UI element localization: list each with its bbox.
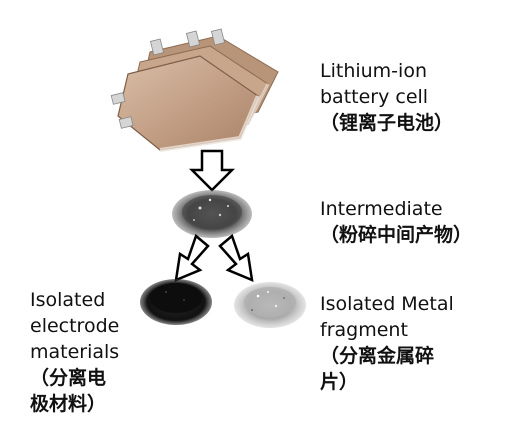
- electrode-label-line2: electrode: [30, 315, 120, 337]
- electrode-label-line3: materials: [30, 341, 120, 363]
- metal-label: Isolated Metal fragment （分离金属碎 片）: [320, 291, 454, 395]
- electrode-label-line1: Isolated: [30, 289, 106, 311]
- electrode-label-chinese-2: 极材料）: [30, 393, 107, 415]
- metal-label-chinese-2: 片）: [320, 371, 359, 393]
- metal-fragment-image: [234, 282, 306, 328]
- down-left-arrow-icon: [174, 233, 210, 283]
- intermediate-label-chinese: （粉碎中间产物）: [320, 224, 473, 246]
- down-arrow-icon: [188, 149, 236, 192]
- down-right-arrow-icon: [218, 233, 254, 283]
- battery-label-line2: battery cell: [320, 86, 429, 108]
- metal-label-line1: Isolated Metal: [320, 293, 454, 315]
- intermediate-label: Intermediate （粉碎中间产物）: [320, 196, 472, 248]
- battery-cell-label: Lithium-ion battery cell （锂离子电池）: [320, 58, 453, 136]
- intermediate-label-line1: Intermediate: [320, 198, 443, 220]
- electrode-label-chinese-1: （分离电: [30, 367, 107, 389]
- intermediate-powder-image: [172, 190, 252, 238]
- metal-label-chinese-1: （分离金属碎: [320, 345, 435, 367]
- battery-cell-image: [110, 28, 279, 152]
- electrode-label: Isolated electrode materials （分离电 极材料）: [30, 287, 119, 417]
- metal-label-line2: fragment: [320, 319, 408, 341]
- electrode-powder-image: [140, 279, 212, 325]
- battery-label-chinese: （锂离子电池）: [320, 112, 454, 134]
- battery-label-line1: Lithium-ion: [320, 60, 427, 82]
